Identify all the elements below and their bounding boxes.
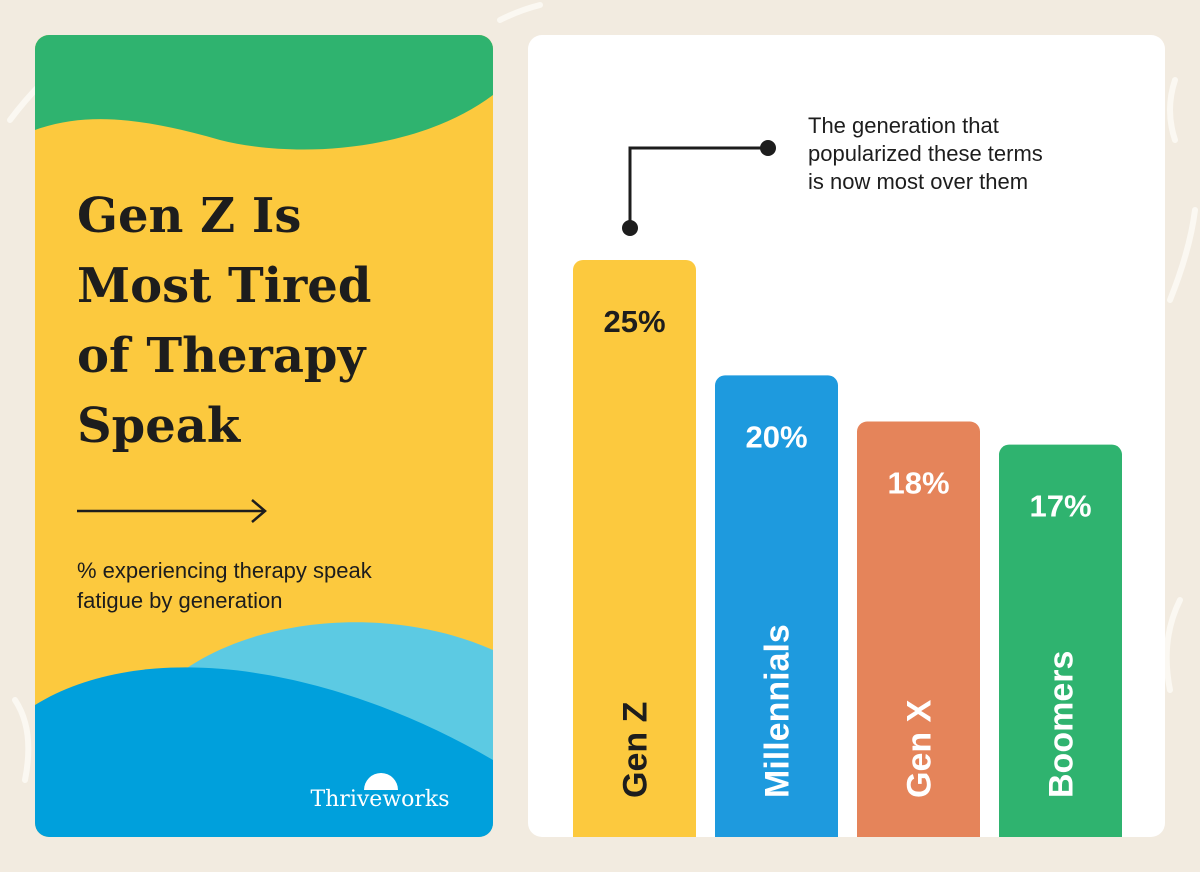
title-line: Speak <box>77 398 242 454</box>
arrow-head <box>251 499 267 523</box>
title-line: Gen Z Is <box>77 188 301 244</box>
bar <box>573 260 696 837</box>
value-label: 20% <box>745 419 807 454</box>
left-card <box>35 35 493 837</box>
subtitle-line: fatigue by generation <box>77 588 283 613</box>
value-label: 25% <box>603 304 665 339</box>
annotation-line: is now most over them <box>808 169 1028 194</box>
category-label: Gen Z <box>617 702 655 798</box>
category-label: Gen X <box>901 699 939 798</box>
title-line: Most Tired <box>77 258 371 314</box>
value-label: 17% <box>1029 489 1091 524</box>
category-label: Boomers <box>1043 651 1081 798</box>
subtitle-line: % experiencing therapy speak <box>77 558 373 583</box>
value-label: 18% <box>887 466 949 501</box>
category-label: Millennials <box>759 624 797 798</box>
bars: 25% Gen Z 20% Millennials 18% Gen X 17% Boomers <box>573 260 1122 837</box>
title: Gen Z Is Most Tired of Therapy Speak <box>77 188 371 454</box>
annotation-line: The generation that <box>808 113 999 138</box>
logo: Thriveworks <box>310 773 450 812</box>
annotation: The generation that popularized these ter… <box>808 113 1043 194</box>
bar <box>715 375 838 837</box>
annotation-dot <box>622 220 638 236</box>
annotation-line <box>628 146 768 228</box>
bar <box>857 421 980 837</box>
title-line: of Therapy <box>77 328 367 384</box>
brand: Thriveworks <box>310 787 449 812</box>
annotation-line: popularized these terms <box>808 141 1043 166</box>
annotation-dot <box>760 140 776 156</box>
subtitle: % experiencing therapy speak fatigue by g… <box>77 558 373 613</box>
bar <box>999 444 1122 837</box>
